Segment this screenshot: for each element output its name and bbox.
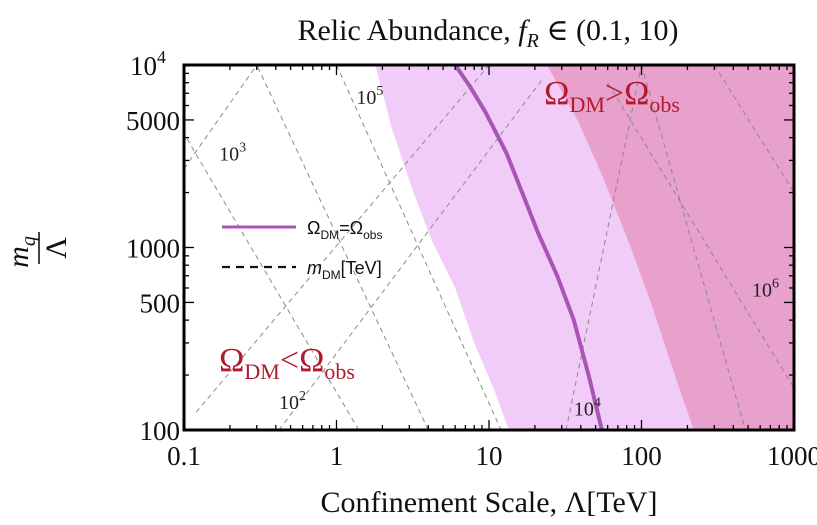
annotation-omega: Ω: [544, 75, 569, 112]
y-label-m: m: [2, 246, 35, 268]
legend-sub: DM: [322, 268, 341, 282]
contour-line-4: [256, 65, 429, 430]
contour-line-7: [641, 65, 746, 430]
contour-line-5: [565, 65, 642, 430]
contour-label-sup: 6: [772, 276, 779, 291]
contour-label-base: 10: [219, 143, 239, 165]
x-tick-label: 1000: [767, 441, 817, 471]
contour-label-base: 10: [574, 399, 594, 421]
annotation-sub2: obs: [649, 92, 680, 117]
y-tick-label: 1000: [126, 234, 180, 264]
band-0: [375, 65, 694, 430]
contour-label-sup: 4: [594, 396, 601, 411]
contour-label-base: 10: [356, 87, 376, 109]
y-tick-label: 100: [140, 416, 181, 446]
x-tick-label: 100: [621, 441, 662, 471]
contour-line-9: [607, 82, 794, 389]
x-tick-label: 0.1: [167, 441, 201, 471]
contour-line-6: [336, 65, 502, 430]
contour-label-7: 106: [752, 276, 779, 301]
plot-area: [184, 65, 794, 430]
y-tick-label: 104: [130, 47, 166, 81]
annotation-sub2: obs: [324, 359, 355, 384]
shaded-regions: [375, 65, 794, 430]
y-tick-label: 500: [140, 288, 181, 318]
chart-title: Relic Abundance, fR ∈ (0.1, 10): [297, 14, 678, 52]
annotation-relation: >: [605, 75, 624, 112]
chart-title-prefix: Relic Abundance,: [297, 14, 518, 47]
x-tick-label: 10: [476, 441, 503, 471]
chart-title-sub: R: [526, 30, 539, 52]
legend-label-0: ΩDM=Ωobs: [307, 218, 382, 242]
contour-label-base: 10: [279, 392, 299, 414]
annotation-sub: DM: [569, 92, 604, 117]
y-label-numerator: mq: [2, 236, 40, 268]
relic-curve: [453, 65, 604, 430]
x-axis-label: Confinement Scale, Λ[TeV]: [320, 486, 657, 519]
contour-label-sup: 2: [299, 389, 306, 404]
legend-text: Ω: [307, 218, 320, 238]
y-label-q: q: [18, 236, 40, 246]
contour-label-6: 105: [356, 84, 383, 109]
annotation-omega: Ω: [219, 342, 244, 379]
contour-label-sup: 5: [376, 84, 383, 99]
legend-label-1: mDM[TeV]: [307, 258, 382, 282]
legend-text2: =Ω: [339, 218, 363, 238]
legend-text: m: [307, 258, 322, 278]
annotation-omega2: Ω: [624, 75, 649, 112]
contour-line-0: [195, 65, 490, 413]
annotation-overabundant: ΩDM>Ωobs: [544, 75, 680, 117]
contour-label-sup: 3: [239, 140, 246, 155]
annotation-sub: DM: [244, 359, 279, 384]
band-1: [546, 65, 794, 430]
x-tick-label: 1: [330, 441, 344, 471]
legend-sub: DM: [320, 228, 339, 242]
contour-line-3: [184, 133, 360, 430]
contour-label-base: 10: [752, 279, 772, 301]
contour-label-0: 102: [279, 389, 306, 414]
contour-label-3: 103: [219, 140, 246, 165]
legend-sub2: obs: [363, 228, 382, 242]
chart-title-suffix: ∈ (0.1, 10): [539, 14, 679, 47]
y-tick-label: 5000: [126, 106, 180, 136]
series-line-0: [453, 65, 604, 430]
y-tick-label-sup: 4: [157, 47, 166, 67]
annotation-relation: <: [280, 342, 299, 379]
legend-text2: [TeV]: [341, 258, 382, 278]
annotation-omega2: Ω: [299, 342, 324, 379]
contour-line-2: [184, 65, 258, 170]
y-axis-label: mq Λ: [2, 232, 73, 268]
contour-line-8: [713, 65, 794, 193]
y-label-denominator: Λ: [40, 237, 73, 259]
mass-contours: [184, 65, 794, 430]
contour-label-5: 104: [574, 396, 601, 421]
y-tick-label-base: 10: [130, 51, 157, 81]
annotation-underabundant: ΩDM<Ωobs: [219, 342, 355, 384]
